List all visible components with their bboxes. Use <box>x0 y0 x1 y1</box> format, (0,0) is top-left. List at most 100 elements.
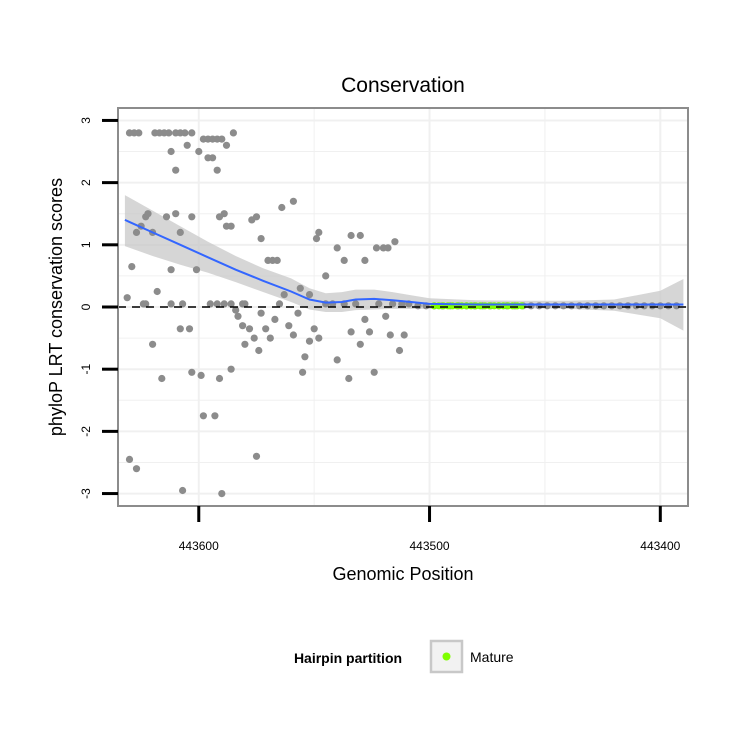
data-point <box>389 300 397 308</box>
data-point <box>183 141 191 149</box>
x-axis: 443600 443500 443400 <box>179 506 681 553</box>
y-axis-title: phyloP LRT conservation scores <box>46 178 66 436</box>
data-point <box>347 328 355 336</box>
data-point <box>356 231 364 240</box>
data-point <box>664 302 673 310</box>
data-point <box>266 334 274 342</box>
data-point <box>172 210 180 218</box>
data-point <box>305 337 314 345</box>
data-point <box>289 197 297 205</box>
data-point <box>158 374 166 383</box>
data-point <box>123 294 131 302</box>
smooth-line <box>124 218 684 306</box>
x-tick-label: 443400 <box>640 539 680 553</box>
y-tick-label: -1 <box>79 364 93 375</box>
y-axis: -3 -2 -1 0 1 2 3 <box>79 117 118 499</box>
data-point <box>322 272 330 280</box>
data-point <box>391 238 399 246</box>
legend: Hairpin partition Mature <box>294 639 514 674</box>
data-point <box>220 210 228 218</box>
data-point <box>206 300 214 308</box>
data-point <box>192 266 201 274</box>
legend-title: Hairpin partition <box>294 650 402 666</box>
data-point <box>310 325 318 333</box>
data-point <box>227 222 235 230</box>
data-point <box>229 129 237 137</box>
data-point <box>227 300 235 308</box>
data-point <box>312 235 321 243</box>
data-point <box>262 325 270 333</box>
data-point <box>213 166 221 174</box>
data-point <box>162 213 171 221</box>
legend-key-box <box>429 639 464 674</box>
y-tick-label: 0 <box>79 303 93 310</box>
data-point <box>234 312 242 320</box>
data-point <box>179 486 187 495</box>
data-point <box>257 309 265 317</box>
data-point <box>250 334 258 342</box>
data-point <box>535 302 543 310</box>
data-point <box>241 340 249 348</box>
legend-key-mature-point <box>442 652 451 661</box>
data-point <box>176 228 184 236</box>
data-point <box>616 302 624 310</box>
data-point <box>167 147 175 156</box>
data-point <box>195 147 203 156</box>
data-point <box>527 302 535 310</box>
data-point <box>167 300 175 308</box>
data-point <box>299 368 307 376</box>
data-point <box>278 203 286 212</box>
data-point <box>352 300 360 308</box>
x-axis-title: Genomic Position <box>332 564 473 584</box>
data-point <box>215 374 224 383</box>
data-point <box>273 256 281 264</box>
data-point <box>165 129 173 137</box>
data-point <box>305 291 314 299</box>
data-point <box>600 302 608 310</box>
data-point <box>132 228 141 236</box>
data-point <box>188 368 196 376</box>
data-point <box>172 166 180 174</box>
data-point <box>220 300 228 308</box>
data-point <box>181 129 189 137</box>
data-point <box>125 455 134 463</box>
data-point <box>128 263 136 271</box>
data-point <box>370 368 378 376</box>
data-point <box>275 300 284 308</box>
data-point <box>179 300 187 308</box>
data-point <box>365 328 374 336</box>
plot-panel <box>117 107 689 507</box>
data-point <box>592 302 600 310</box>
data-point <box>640 302 648 310</box>
data-point <box>301 353 309 361</box>
data-point <box>255 346 263 355</box>
data-point <box>356 340 364 348</box>
data-point <box>176 325 184 333</box>
data-point <box>372 244 381 252</box>
data-point <box>218 490 226 498</box>
data-point <box>280 291 288 299</box>
data-point <box>294 309 302 317</box>
data-point <box>185 325 194 333</box>
data-point <box>375 300 383 308</box>
data-point <box>624 302 632 310</box>
data-point <box>209 154 217 162</box>
data-point <box>197 371 205 379</box>
data-point <box>384 244 392 252</box>
x-tick-label: 443500 <box>410 539 450 553</box>
data-point <box>218 135 226 143</box>
data-point <box>241 300 249 308</box>
data-point <box>132 465 141 473</box>
legend-label-mature: Mature <box>470 649 514 665</box>
data-point <box>345 374 353 383</box>
data-point <box>188 129 196 137</box>
data-point <box>213 300 221 308</box>
data-point <box>285 322 293 330</box>
data-point <box>227 365 235 373</box>
data-point <box>386 331 394 339</box>
data-point <box>289 331 297 339</box>
data-point <box>257 235 265 243</box>
data-point <box>584 302 592 310</box>
data-point <box>361 315 369 323</box>
